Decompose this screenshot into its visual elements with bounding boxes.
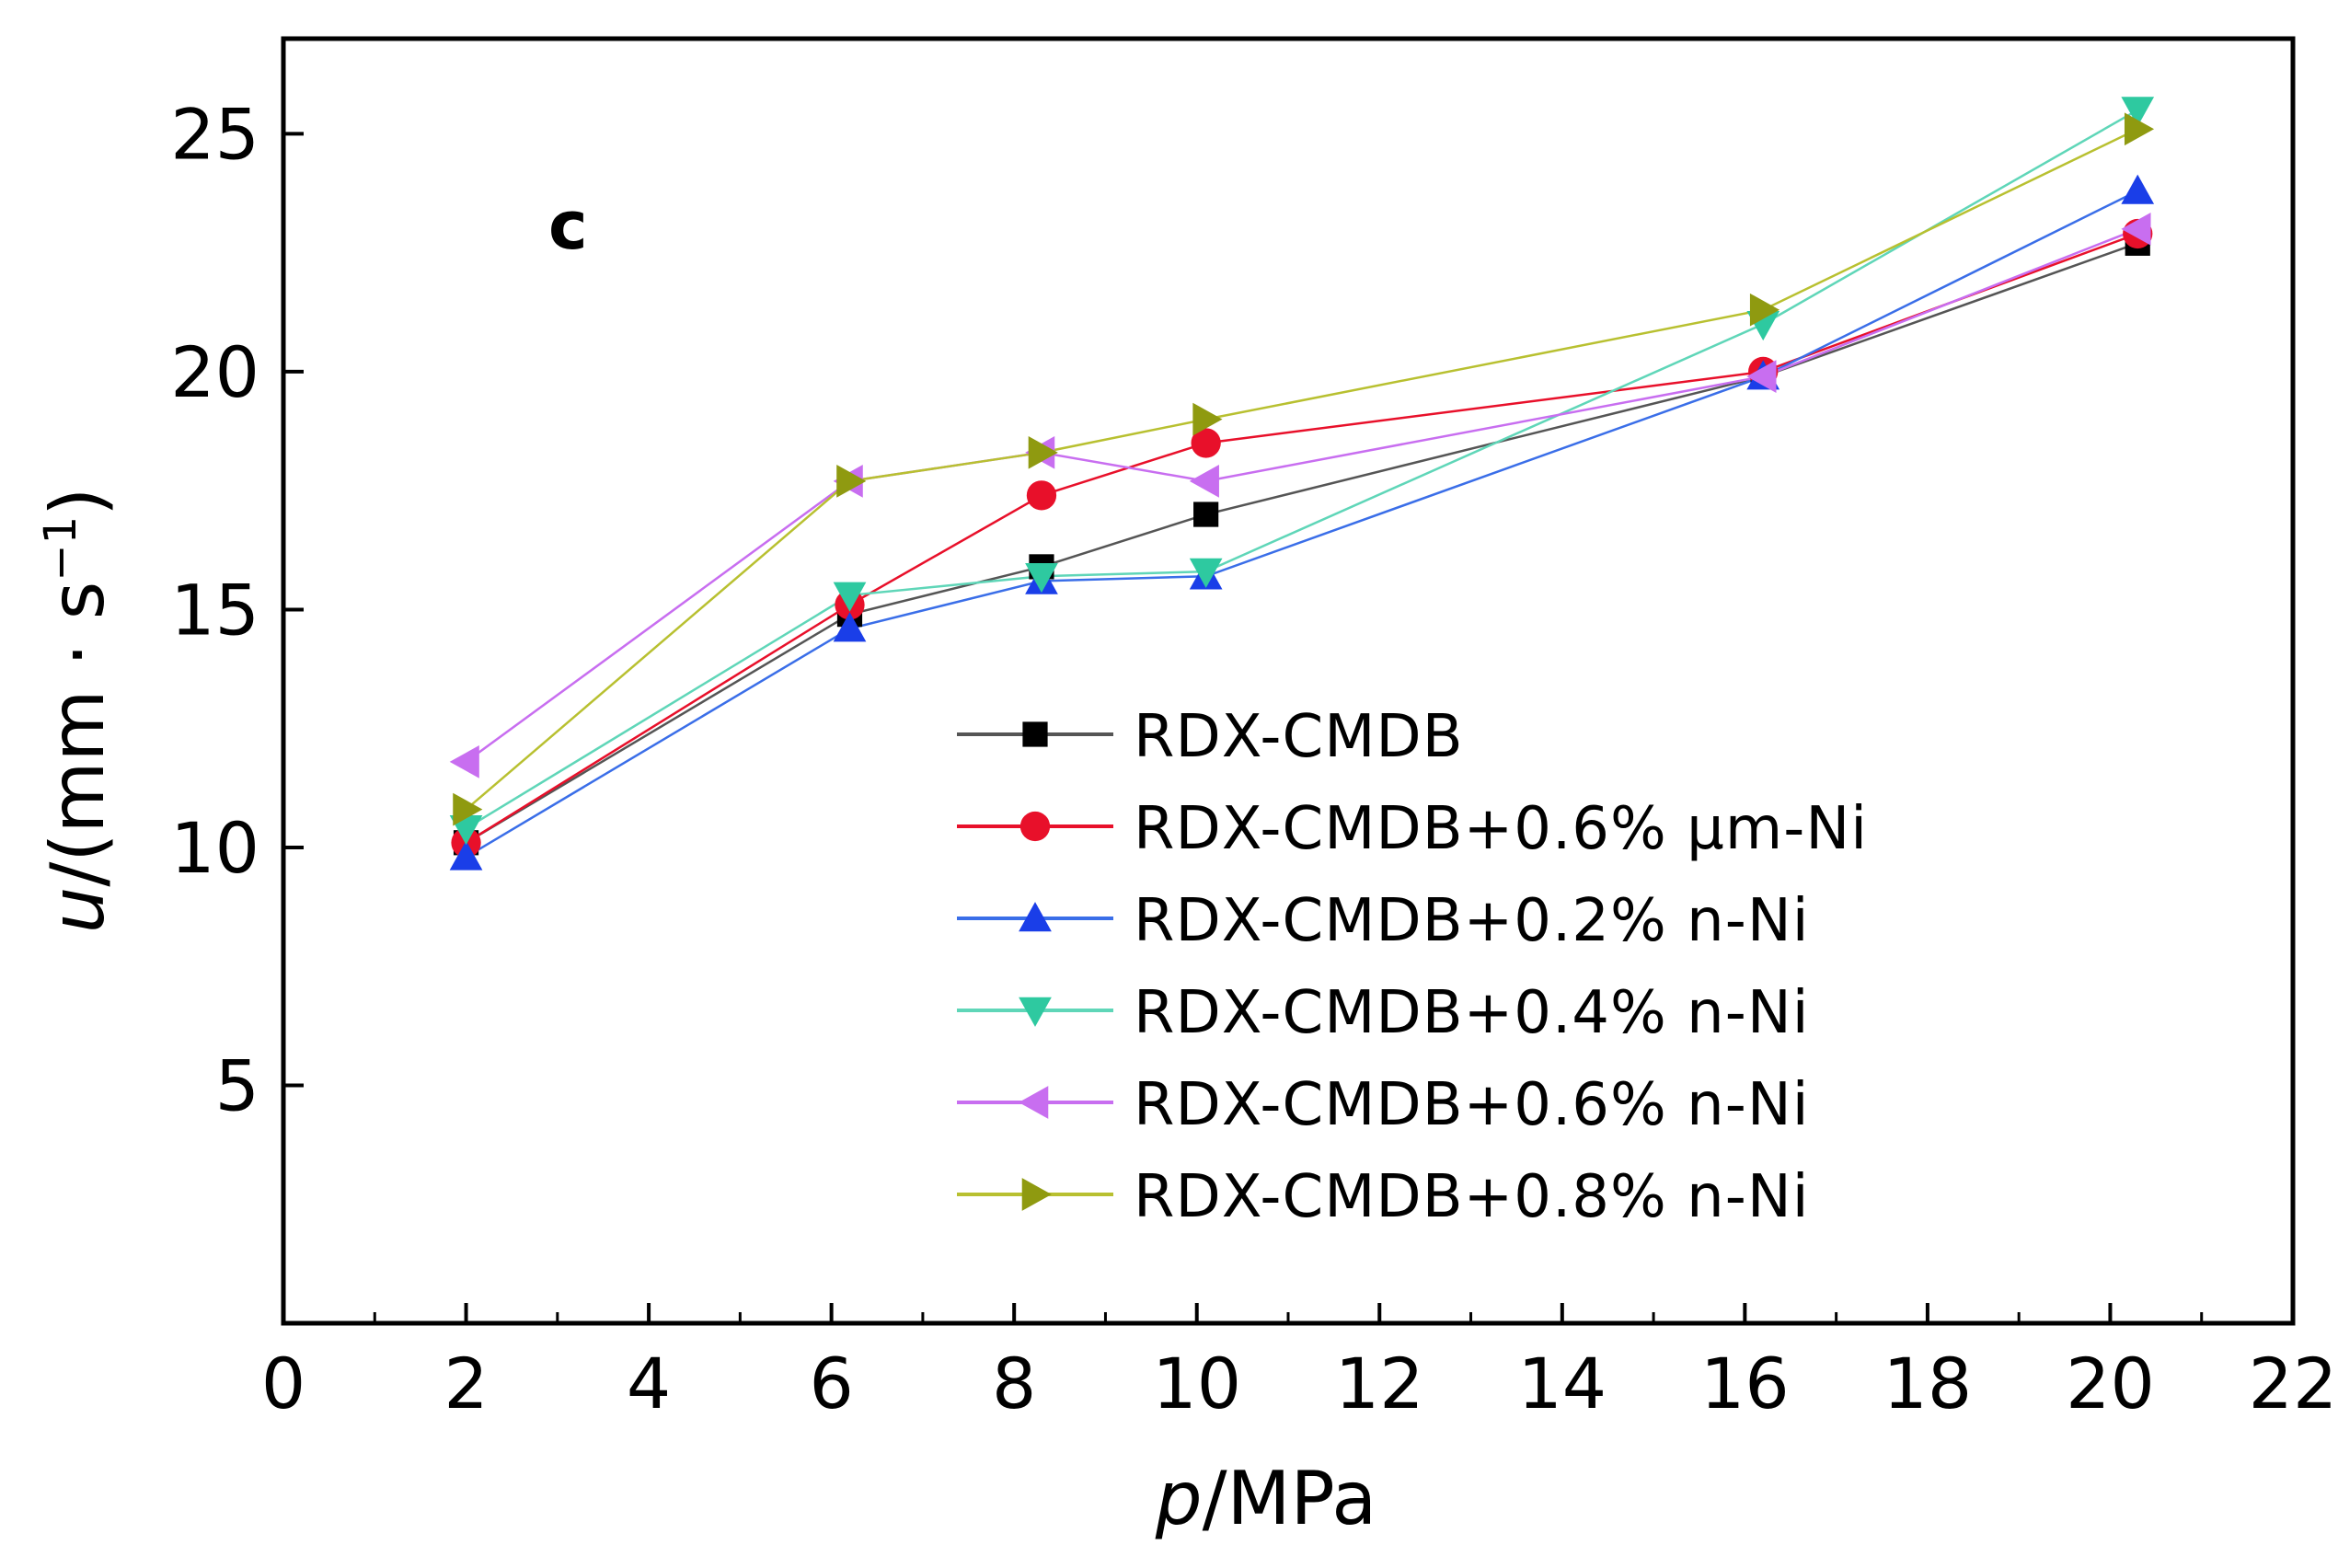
series-line-6 bbox=[465, 128, 2138, 811]
y-tick-label: 20 bbox=[170, 331, 259, 413]
legend-marker bbox=[1019, 1086, 1049, 1119]
data-point-series-5 bbox=[1189, 464, 1219, 498]
y-tick-label: 25 bbox=[170, 93, 259, 175]
data-point-series-6 bbox=[1749, 293, 1780, 327]
data-point-series-4 bbox=[833, 582, 867, 612]
x-tick-label: 4 bbox=[627, 1343, 671, 1424]
data-point-series-2 bbox=[1191, 428, 1221, 458]
series-line-1 bbox=[465, 242, 2138, 844]
series-line-3 bbox=[465, 190, 2138, 859]
y-tick-label: 5 bbox=[215, 1044, 259, 1126]
y-tick-label: 10 bbox=[170, 807, 259, 889]
legend-marker bbox=[1021, 1178, 1052, 1211]
series-markers bbox=[449, 97, 2155, 870]
legend-label: RDX-CMDB+0.4% n-Ni bbox=[1134, 979, 1809, 1047]
x-tick-label: 8 bbox=[992, 1343, 1036, 1424]
legend: RDX-CMDB RDX-CMDB+0.6% μm-Ni RDX-CMDB+0.2%… bbox=[957, 703, 1868, 1231]
legend-label: RDX-CMDB+0.8% n-Ni bbox=[1134, 1163, 1809, 1231]
legend-label: RDX-CMDB+0.2% n-Ni bbox=[1134, 887, 1809, 955]
x-tick-label: 14 bbox=[1517, 1343, 1607, 1424]
x-tick-label: 12 bbox=[1335, 1343, 1424, 1424]
legend-marker bbox=[1019, 811, 1051, 842]
data-point-series-6 bbox=[2124, 112, 2155, 146]
legend-item: RDX-CMDB+0.2% n-Ni bbox=[957, 887, 1809, 955]
x-tick-label: 18 bbox=[1883, 1343, 1973, 1424]
legend-item: RDX-CMDB+0.8% n-Ni bbox=[957, 1163, 1809, 1231]
y-tick-label: 15 bbox=[170, 569, 259, 651]
panel-label: c bbox=[548, 187, 588, 264]
x-tick-label: 6 bbox=[809, 1343, 853, 1424]
data-point-series-5 bbox=[2121, 212, 2151, 246]
data-point-series-4 bbox=[2121, 97, 2155, 127]
legend-label: RDX-CMDB+0.6% μm-Ni bbox=[1134, 795, 1868, 863]
legend-marker bbox=[1019, 902, 1052, 932]
x-tick-label: 10 bbox=[1152, 1343, 1241, 1424]
x-tick-label: 0 bbox=[261, 1343, 305, 1424]
data-point-series-5 bbox=[1746, 360, 1777, 393]
data-point-series-3 bbox=[449, 840, 483, 870]
data-point-series-6 bbox=[1192, 402, 1223, 436]
x-axis-title: p/MPa bbox=[1155, 1456, 1376, 1541]
data-point-series-1 bbox=[1193, 502, 1219, 527]
series-lines bbox=[465, 109, 2138, 859]
series-line-2 bbox=[465, 232, 2138, 844]
legend-item: RDX-CMDB+0.4% n-Ni bbox=[957, 979, 1809, 1047]
data-point-series-3 bbox=[2121, 174, 2155, 204]
data-point-series-4 bbox=[1025, 562, 1058, 594]
data-point-series-6 bbox=[1028, 435, 1058, 469]
series-line-5 bbox=[465, 227, 2138, 763]
legend-label: RDX-CMDB bbox=[1134, 703, 1464, 771]
data-point-series-6 bbox=[836, 464, 867, 498]
y-axis-title: u/(mm · s−1) bbox=[35, 488, 121, 934]
legend-item: RDX-CMDB bbox=[957, 703, 1464, 771]
data-point-series-2 bbox=[1026, 480, 1057, 511]
data-point-series-3 bbox=[833, 612, 867, 642]
series-line-4 bbox=[465, 109, 2138, 830]
legend-marker bbox=[1019, 997, 1052, 1027]
axis-tick-labels: 0 2 4 6 8 10 12 14 16 18 20 22 5 10 15 20 25 bbox=[170, 93, 2337, 1424]
x-tick-label: 16 bbox=[1700, 1343, 1790, 1424]
data-point-series-4 bbox=[1189, 558, 1223, 588]
axis-ticks bbox=[282, 132, 2295, 1323]
legend-marker bbox=[1022, 721, 1048, 747]
x-tick-label: 22 bbox=[2249, 1343, 2338, 1424]
data-point-series-5 bbox=[449, 745, 479, 778]
legend-item: RDX-CMDB+0.6% n-Ni bbox=[957, 1071, 1809, 1139]
data-point-series-6 bbox=[453, 792, 483, 826]
x-tick-label: 2 bbox=[443, 1343, 488, 1424]
legend-item: RDX-CMDB+0.6% μm-Ni bbox=[957, 795, 1868, 863]
legend-label: RDX-CMDB+0.6% n-Ni bbox=[1134, 1071, 1809, 1139]
x-tick-label: 20 bbox=[2066, 1343, 2155, 1424]
